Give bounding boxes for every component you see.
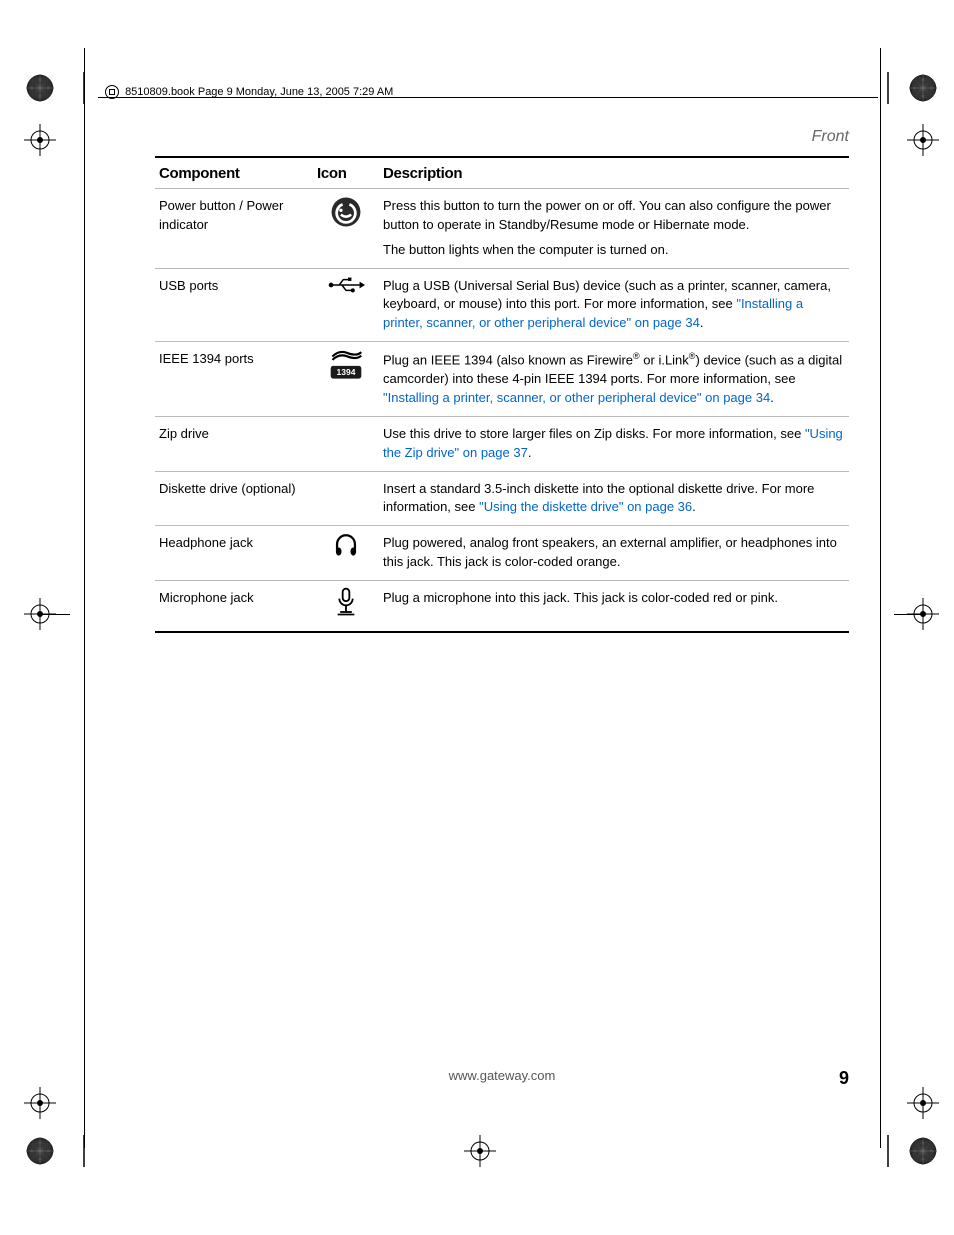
table-row: Microphone jack Plug a microphone into th…: [155, 580, 849, 630]
registration-mark: [872, 72, 904, 104]
component-cell: Diskette drive (optional): [155, 471, 313, 526]
registration-mark: [24, 1087, 56, 1119]
icon-cell: [313, 580, 379, 630]
registration-mark: [907, 72, 939, 104]
header-component: Component: [155, 158, 313, 189]
table-row: Diskette drive (optional) Insert a standa…: [155, 471, 849, 526]
icon-cell: 1394: [313, 342, 379, 417]
footer-url: www.gateway.com: [155, 1068, 849, 1083]
registration-mark: [24, 1135, 56, 1167]
microphone-icon: [335, 605, 357, 620]
crop-line: [880, 48, 881, 1148]
description-cell: Plug an IEEE 1394 (also known as Firewir…: [379, 342, 849, 417]
icon-cell: [313, 526, 379, 581]
component-cell: Zip drive: [155, 416, 313, 471]
description-text: .: [770, 390, 774, 405]
description-cell: Press this button to turn the power on o…: [379, 189, 849, 269]
description-cell: Insert a standard 3.5-inch diskette into…: [379, 471, 849, 526]
component-cell: IEEE 1394 ports: [155, 342, 313, 417]
registration-mark: [907, 1135, 939, 1167]
icon-cell: [313, 268, 379, 342]
icon-cell: [313, 416, 379, 471]
registered-mark: ®: [633, 351, 640, 361]
headphone-icon: [333, 546, 359, 561]
registration-mark: [872, 1135, 904, 1167]
description-cell: Plug a USB (Universal Serial Bus) device…: [379, 268, 849, 342]
table-body: Power button / Power indicator Press this…: [155, 189, 849, 631]
table-row: Zip drive Use this drive to store larger …: [155, 416, 849, 471]
usb-icon: [327, 283, 365, 298]
registration-mark: [907, 124, 939, 156]
description-text: .: [528, 445, 532, 460]
component-cell: USB ports: [155, 268, 313, 342]
page-footer: www.gateway.com 9: [155, 1068, 849, 1089]
component-cell: Headphone jack: [155, 526, 313, 581]
description-cell: Plug powered, analog front speakers, an …: [379, 526, 849, 581]
description-text: Press this button to turn the power on o…: [383, 198, 831, 232]
ieee1394-icon: 1394: [327, 370, 365, 385]
header-icon: Icon: [313, 158, 379, 189]
description-text: or i.Link: [640, 352, 689, 367]
description-text: Plug an IEEE 1394 (also known as Firewir…: [383, 352, 633, 367]
bottom-rule: [155, 631, 849, 633]
cross-reference-link: "Using the diskette drive" on page 36: [479, 499, 692, 514]
description-text: Plug powered, analog front speakers, an …: [383, 535, 837, 569]
registration-mark: [24, 124, 56, 156]
power-icon: [329, 217, 363, 232]
main-content: Front Component Icon Description Power b…: [155, 128, 849, 633]
page-number: 9: [839, 1068, 849, 1089]
registration-mark: [907, 1087, 939, 1119]
crop-line: [894, 614, 924, 615]
section-title: Front: [155, 128, 849, 146]
table-row: Headphone jack Plug powered, analog front…: [155, 526, 849, 581]
crop-line: [40, 614, 70, 615]
table-row: USB ports Plug a USB (Universal Serial Bu…: [155, 268, 849, 342]
description-text: Use this drive to store larger files on …: [383, 426, 805, 441]
icon-cell: [313, 189, 379, 269]
description-text: The button lights when the computer is t…: [383, 242, 668, 257]
registration-mark: [24, 72, 56, 104]
table-row: Power button / Power indicator Press this…: [155, 189, 849, 269]
component-table: Component Icon Description Power button …: [155, 158, 849, 631]
table-header-row: Component Icon Description: [155, 158, 849, 189]
cross-reference-link: "Installing a printer, scanner, or other…: [383, 390, 770, 405]
component-cell: Microphone jack: [155, 580, 313, 630]
description-cell: Use this drive to store larger files on …: [379, 416, 849, 471]
svg-text:1394: 1394: [337, 367, 356, 377]
description-cell: Plug a microphone into this jack. This j…: [379, 580, 849, 630]
table-row: IEEE 1394 ports 1394 Plug an IEEE 1394 (al…: [155, 342, 849, 417]
component-cell: Power button / Power indicator: [155, 189, 313, 269]
icon-cell: [313, 471, 379, 526]
header-description: Description: [379, 158, 849, 189]
description-text: Plug a microphone into this jack. This j…: [383, 590, 778, 605]
description-text: .: [692, 499, 696, 514]
crop-line: [84, 48, 85, 1148]
description-text: .: [700, 315, 704, 330]
registration-mark: [464, 1135, 496, 1167]
header-rule: [98, 97, 878, 98]
